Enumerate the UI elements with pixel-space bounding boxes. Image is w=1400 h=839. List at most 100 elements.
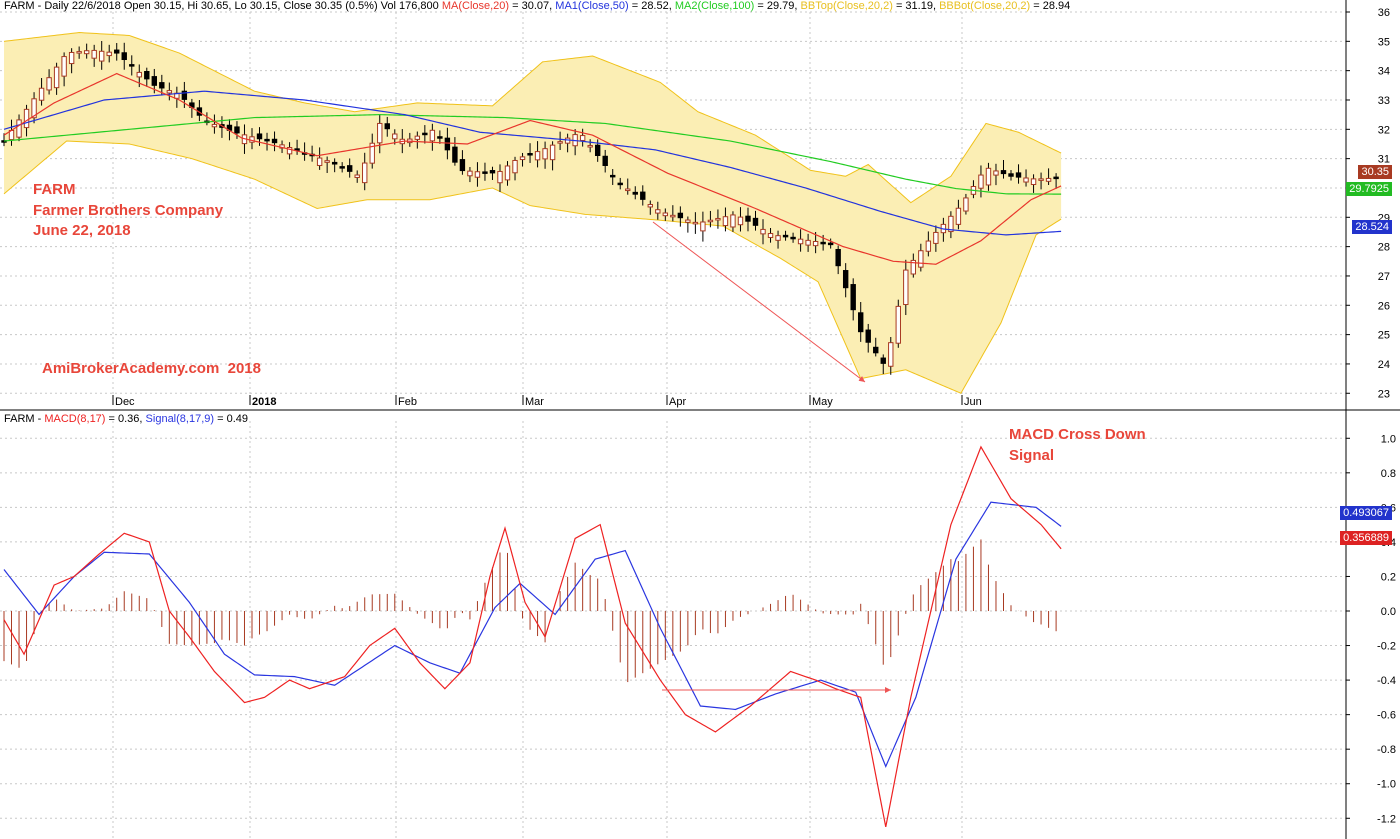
signal-label: Signal(8,17,9) [145, 413, 215, 425]
x-tick-label: May [812, 396, 833, 408]
tick-labels: 2324252627282930313233343536-1.2-1.0-0.8… [112, 7, 1396, 825]
price-ytick-label: 25 [1378, 330, 1390, 342]
macd-ytick-label: -1.0 [1377, 779, 1396, 791]
x-tick-label: Jun [964, 396, 982, 408]
candle-body [1015, 172, 1022, 178]
bbbot-label: BBBot(Close,20,2) [939, 0, 1031, 12]
candle-body [925, 240, 932, 252]
ma50-label: MA1(Close,50) [555, 0, 629, 12]
candle-body [985, 167, 992, 186]
price-pane-grid [0, 11, 1346, 405]
bollinger-band [3, 32, 1062, 394]
candle-body [271, 138, 278, 144]
candle-body [377, 122, 383, 144]
candle-body [256, 133, 263, 140]
ma20-line [3, 72, 1062, 265]
date-annotation: June 22, 2018 [33, 222, 131, 239]
candle-body [858, 312, 864, 333]
candle-body [136, 71, 142, 78]
macd-header-prefix: FARM - [4, 413, 42, 425]
candle-body [542, 148, 548, 160]
x-tick-label: Apr [669, 396, 686, 408]
candle-body [955, 207, 962, 225]
x-tick-label: Feb [398, 396, 417, 408]
price-ytick-label: 32 [1378, 124, 1390, 136]
candle-body [497, 170, 503, 184]
candle-body [1038, 178, 1044, 181]
bbtop-label: BBTop(Close,20,2) [800, 0, 893, 12]
price-header-prefix: FARM - Daily 22/6/2018 Open 30.15, Hi 30… [4, 0, 439, 12]
candle-body [129, 64, 135, 67]
candle-body [512, 159, 518, 174]
price-ytick-label: 36 [1378, 7, 1390, 19]
candle-body [827, 242, 834, 246]
candle-body [444, 137, 451, 151]
candle-body [1008, 173, 1014, 177]
candle-body [83, 50, 90, 55]
candle-body [362, 162, 368, 184]
candle-body [519, 156, 526, 161]
candle-body [339, 166, 345, 169]
candle-body [346, 165, 353, 172]
candle-body [602, 155, 608, 166]
candle-body [640, 191, 646, 200]
macd-ytick-label: -0.2 [1377, 641, 1396, 653]
candle-body [38, 87, 45, 101]
bollinger-fill [4, 32, 1062, 394]
candle-body [647, 204, 653, 208]
candle-body [880, 357, 886, 364]
ma100-label: MA2(Close,100) [674, 0, 755, 12]
candle-body [700, 221, 706, 232]
candle-body [782, 234, 789, 238]
candle-body [910, 259, 917, 275]
ma100-value: = 29.79, [757, 0, 798, 12]
candle-body [715, 217, 721, 221]
candle-body [354, 174, 360, 178]
bbbot-line [3, 140, 1062, 394]
signal-value: = 0.49 [217, 413, 248, 425]
candle-body [1045, 177, 1052, 182]
candle-body [211, 123, 218, 128]
candle-body [114, 49, 120, 54]
signal-line [3, 501, 1062, 769]
candle-body [760, 228, 766, 235]
candle-body [797, 238, 804, 245]
candle-body [53, 66, 60, 89]
candle-body [722, 216, 729, 227]
candle-body [805, 239, 811, 246]
macd-lines [3, 445, 1062, 828]
candle-body [632, 191, 638, 195]
candle-body [294, 148, 300, 151]
ma50-value: = 28.52, [631, 0, 672, 12]
candle-body [557, 141, 563, 144]
candle-body [752, 217, 759, 226]
macd-ytick-label: -1.2 [1377, 813, 1396, 825]
candle-body [993, 170, 999, 176]
candle-body [978, 174, 984, 189]
candle-body [655, 209, 661, 214]
candle-body [61, 56, 67, 77]
macd-ytick-label: -0.4 [1377, 675, 1396, 687]
candle-body [316, 157, 323, 166]
candle-body [948, 215, 954, 233]
candle-body [873, 346, 879, 354]
price-header: FARM - Daily 22/6/2018 Open 30.15, Hi 30… [4, 0, 1070, 12]
price-ytick-label: 35 [1378, 36, 1390, 48]
candle-body [467, 170, 473, 177]
candle-body [1030, 178, 1037, 185]
candle-body [587, 145, 593, 148]
candle-body [459, 159, 466, 172]
candle-body [662, 212, 669, 217]
price-ytick-label: 33 [1378, 95, 1390, 107]
candle-body [692, 221, 699, 225]
candle-body [23, 108, 30, 129]
candle-body [392, 133, 398, 140]
price-ytick-label: 23 [1378, 388, 1390, 400]
candle-body [767, 233, 774, 238]
candle-body [677, 212, 684, 219]
price-ytick-label: 24 [1378, 359, 1390, 371]
candle-body [68, 51, 75, 65]
ma50-line [3, 90, 1062, 236]
